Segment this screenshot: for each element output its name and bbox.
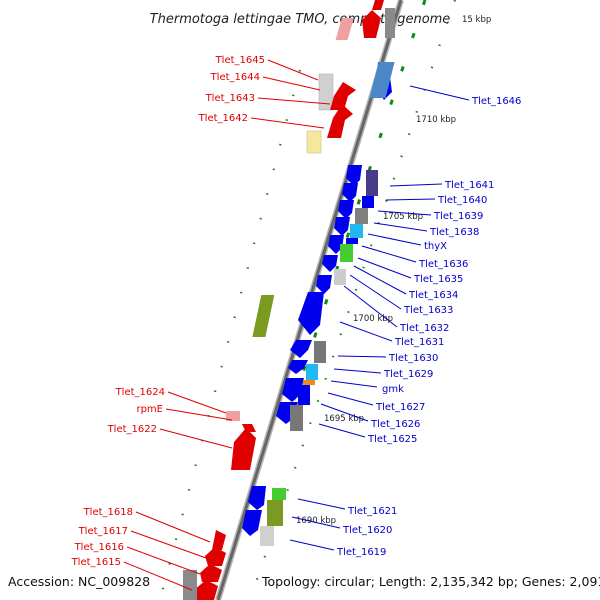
forward-labels: Tlet_1646 Tlet_1641 Tlet_1640 Tlet_1639 … [289, 85, 521, 558]
gene-label-tlet-1629: Tlet_1629 [383, 369, 433, 380]
gene-label-tlet-1635: Tlet_1635 [413, 274, 463, 285]
gene-block-1644 [318, 73, 334, 111]
gene-label-tlet-1644: Tlet_1644 [210, 72, 260, 83]
gene-label-tlet-1640: Tlet_1640 [437, 195, 487, 206]
gene-label-gmk: gmk [382, 384, 404, 395]
gene-label-tlet-1636: Tlet_1636 [418, 259, 468, 270]
gene-label-tlet-1620: Tlet_1620 [342, 525, 392, 536]
gene-label-tlet-1624: Tlet_1624 [115, 387, 165, 398]
gene-label-tlet-1638: Tlet_1638 [429, 227, 479, 238]
gene-label-tlet-1625: Tlet_1625 [367, 434, 417, 445]
gene-label-tlet-1645: Tlet_1645 [215, 55, 265, 66]
top-partial-genes [335, 0, 395, 40]
gene-arrow-1642 [327, 104, 353, 138]
gene-label-tlet-1641: Tlet_1641 [444, 180, 494, 191]
gene-arrow-1622 [231, 428, 256, 470]
gene-label-tlet-1627: Tlet_1627 [375, 402, 425, 413]
gene-label-tlet-1631: Tlet_1631 [394, 337, 444, 348]
gene-label-tlet-1642: Tlet_1642 [198, 113, 248, 124]
kbp-label-1700: 1700 kbp [353, 314, 393, 324]
middle-reverse-genes [226, 411, 256, 470]
kbp-label-1705: 1705 kbp [383, 212, 423, 222]
gc-skew-track [158, 0, 457, 600]
gene-label-tlet-1630: Tlet_1630 [388, 353, 438, 364]
gene-label-tlet-1639: Tlet_1639 [433, 211, 483, 222]
gene-label-tlet-1643: Tlet_1643 [205, 93, 255, 104]
scale-labels: 15 kbp 1710 kbp 1705 kbp 1700 kbp 1695 k… [296, 15, 491, 526]
gene-label-tlet-1617: Tlet_1617 [78, 526, 128, 537]
gene-label-tlet-1621: Tlet_1621 [347, 506, 397, 517]
reverse-labels: Tlet_1645 Tlet_1644 Tlet_1643 Tlet_1642 … [71, 55, 331, 591]
gene-label-tlet-1618: Tlet_1618 [83, 507, 133, 518]
gene-block-1624 [226, 411, 240, 421]
gene-arrow-1643 [330, 82, 356, 110]
gene-label-tlet-1646: Tlet_1646 [471, 96, 521, 107]
gene-block-1642b [306, 130, 322, 154]
kbp-label-1715: 15 kbp [462, 15, 491, 25]
gene-block-1646 [369, 62, 395, 98]
genome-summary-text: Topology: circular; Length: 2,135,342 bp… [262, 574, 600, 589]
lower-reverse-genes [183, 530, 226, 600]
gene-label-tlet-1632: Tlet_1632 [399, 323, 449, 334]
lower-forward-genes [242, 486, 286, 546]
gene-label-tlet-1626: Tlet_1626 [370, 419, 420, 430]
gene-label-tlet-1619: Tlet_1619 [336, 547, 386, 558]
upper-reverse-genes [306, 73, 356, 154]
middle-forward-genes [252, 165, 378, 431]
upper-forward-genes [369, 62, 395, 100]
kbp-label-1695: 1695 kbp [324, 414, 364, 424]
gene-label-tlet-1616: Tlet_1616 [74, 542, 124, 553]
gene-label-rpme: rpmE [136, 404, 163, 415]
map-title: Thermotoga lettingae TMO, complete genom… [150, 12, 451, 27]
accession-text: Accession: NC_009828 [8, 574, 151, 589]
kbp-label-1710: 1710 kbp [416, 115, 456, 125]
gene-label-tlet-1634: Tlet_1634 [408, 290, 458, 301]
gene-label-thyx: thyX [424, 241, 447, 252]
gene-label-tlet-1622: Tlet_1622 [107, 424, 157, 435]
kbp-label-1690: 1690 kbp [296, 516, 336, 526]
gene-label-tlet-1633: Tlet_1633 [403, 305, 453, 316]
gene-label-tlet-1615: Tlet_1615 [71, 557, 121, 568]
